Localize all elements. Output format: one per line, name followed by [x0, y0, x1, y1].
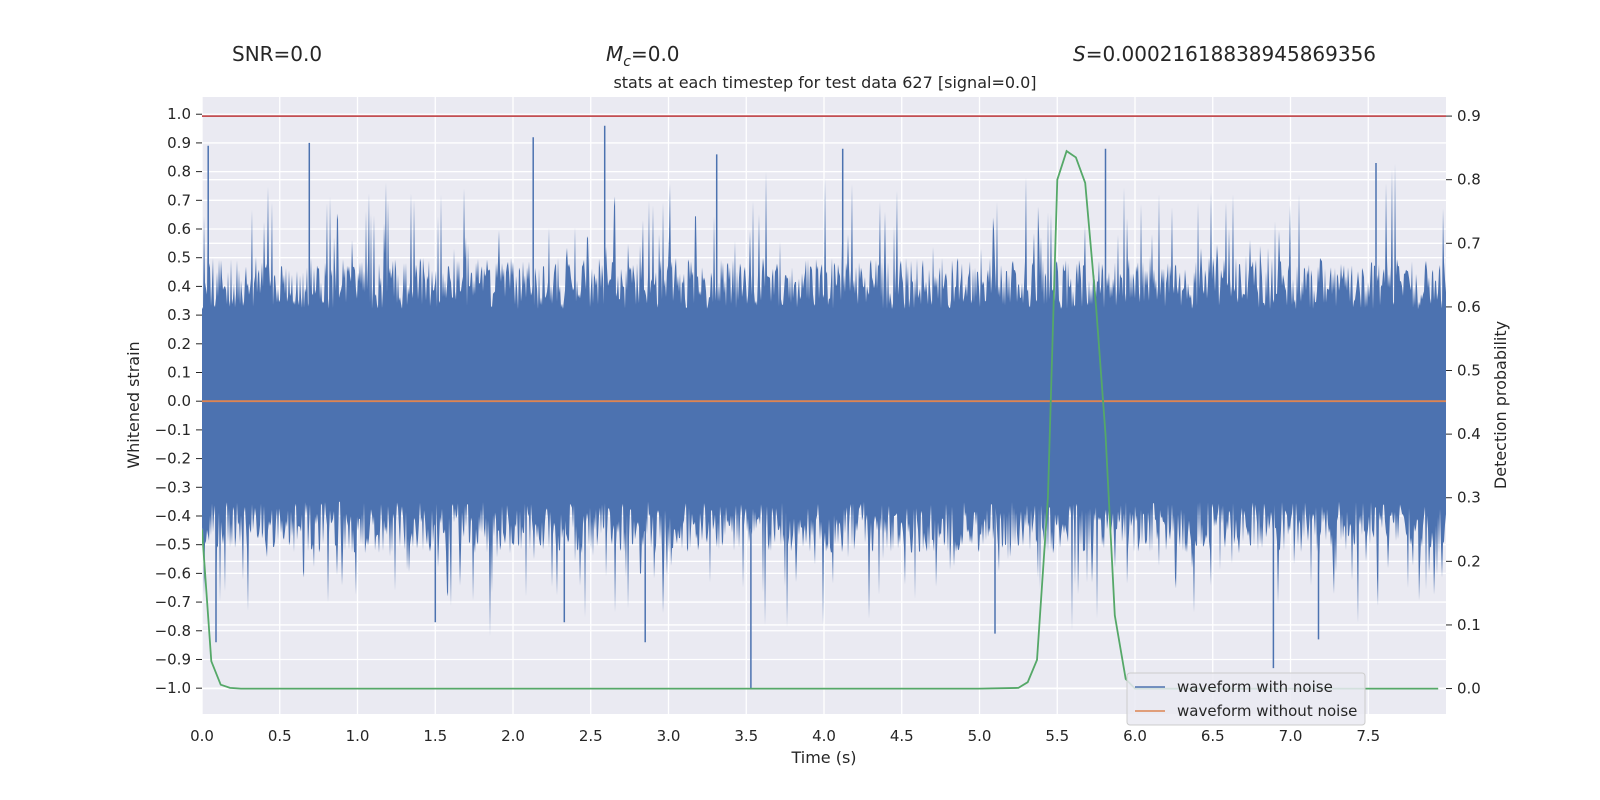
- y-left-tick-label: 0.5: [167, 249, 191, 267]
- y-left-tick-label: −0.1: [155, 421, 191, 439]
- y-left-tick-label: −1.0: [155, 679, 191, 697]
- y-left-tick-label: −0.5: [155, 536, 191, 554]
- legend-label-clean: waveform without noise: [1177, 702, 1357, 720]
- y-left-tick-label: 0.2: [167, 335, 191, 353]
- y-right-tick-label: 0.5: [1457, 362, 1481, 380]
- x-tick-label: 7.5: [1356, 727, 1380, 745]
- y-right-ticks: 0.9 0.8 0.7 0.6 0.5 0.4 0.3 0.2 0.1 0.0: [1446, 107, 1481, 698]
- x-tick-label: 2.0: [501, 727, 525, 745]
- y-right-tick-label: 0.2: [1457, 552, 1481, 570]
- y-left-tick-label: −0.6: [155, 564, 191, 582]
- legend-label-noisy: waveform with noise: [1177, 678, 1333, 696]
- x-tick-label: 5.5: [1045, 727, 1069, 745]
- y-left-tick-label: 1.0: [167, 105, 191, 123]
- legend: waveform with noise waveform without noi…: [1126, 672, 1366, 726]
- y-right-tick-label: 0.1: [1457, 616, 1481, 634]
- y-left-tick-label: −0.9: [155, 650, 191, 668]
- x-tick-label: 1.0: [346, 727, 370, 745]
- y-left-tick-label: 0.6: [167, 220, 191, 238]
- y-left-tick-label: 0.9: [167, 134, 191, 152]
- y-right-tick-label: 0.7: [1457, 234, 1481, 252]
- y-left-tick-label: 0.4: [167, 277, 191, 295]
- x-tick-label: 0.0: [190, 727, 214, 745]
- x-tick-label: 4.0: [812, 727, 836, 745]
- chirp-mass-stat: Mc=0.0: [606, 42, 680, 70]
- y-left-tick-label: 0.3: [167, 306, 191, 324]
- y-left-tick-label: 0.7: [167, 191, 191, 209]
- chart-title: stats at each timestep for test data 627…: [613, 73, 1036, 92]
- y-left-axis-label: Whitened strain: [124, 341, 143, 468]
- noisy-waveform-band: [202, 163, 1446, 636]
- s-stat: S=0.00021618838945869356: [1073, 42, 1376, 66]
- x-tick-label: 7.0: [1279, 727, 1303, 745]
- y-left-ticks: 1.0 0.9 0.8 0.7 0.6 0.5 0.4 0.3 0.2 0.1 0.0 −0.1 −0.…: [155, 105, 202, 697]
- legend-box: [1126, 672, 1366, 726]
- x-tick-label: 6.0: [1123, 727, 1147, 745]
- x-tick-label: 4.5: [890, 727, 914, 745]
- y-right-tick-label: 0.3: [1457, 489, 1481, 507]
- y-left-tick-label: −0.2: [155, 450, 191, 468]
- y-left-tick-label: −0.8: [155, 622, 191, 640]
- x-tick-label: 2.5: [579, 727, 603, 745]
- y-right-tick-label: 0.6: [1457, 298, 1481, 316]
- x-tick-label: 5.0: [968, 727, 992, 745]
- y-left-tick-label: −0.7: [155, 593, 191, 611]
- y-right-tick-label: 0.0: [1457, 680, 1481, 698]
- x-tick-label: 3.5: [734, 727, 758, 745]
- y-left-tick-label: −0.4: [155, 507, 191, 525]
- y-right-axis-label: Detection probability: [1491, 321, 1510, 489]
- y-left-tick-label: 0.8: [167, 163, 191, 181]
- x-ticks: 0.0 0.5 1.0 1.5 2.0 2.5 3.0 3.5 4.0 4.5 5.0 5.5 6.0 6…: [190, 727, 1380, 745]
- x-tick-label: 0.5: [268, 727, 292, 745]
- x-axis-label: Time (s): [790, 748, 856, 767]
- x-tick-label: 3.0: [657, 727, 681, 745]
- noisy-waveform-line: [207, 125, 1377, 689]
- y-right-tick-label: 0.8: [1457, 171, 1481, 189]
- y-right-tick-label: 0.9: [1457, 107, 1481, 125]
- y-left-tick-label: 0.0: [167, 392, 191, 410]
- y-right-tick-label: 0.4: [1457, 425, 1481, 443]
- x-tick-label: 1.5: [423, 727, 447, 745]
- y-left-tick-label: −0.3: [155, 478, 191, 496]
- y-left-tick-label: 0.1: [167, 363, 191, 381]
- snr-stat: SNR=0.0: [232, 42, 322, 66]
- x-tick-label: 6.5: [1201, 727, 1225, 745]
